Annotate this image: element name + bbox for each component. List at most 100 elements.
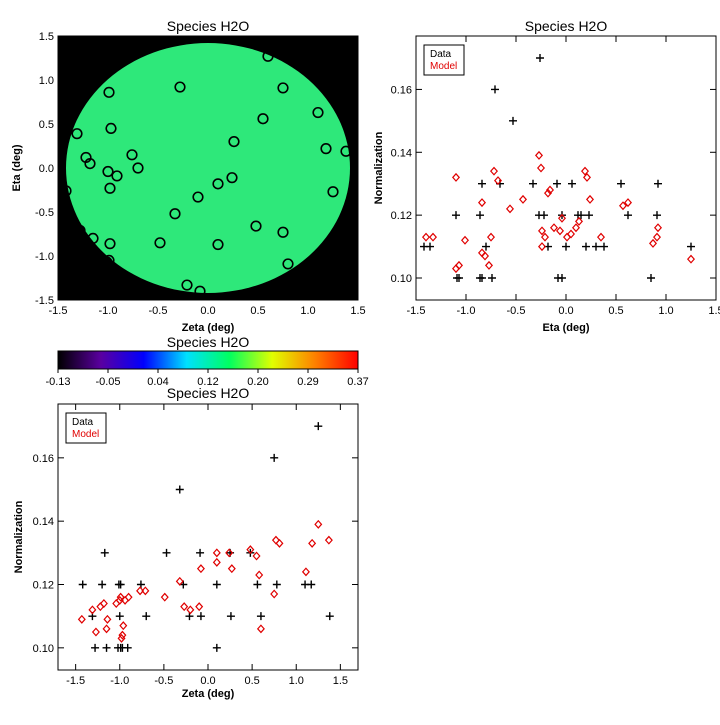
eta-plot-model-point [493, 176, 503, 186]
eta-plot-model-point [505, 204, 515, 214]
eta-plot-model-point [537, 226, 547, 236]
map-point [103, 86, 115, 98]
colorbar-tick-label: 0.37 [347, 376, 368, 388]
eta-plot-model-point [566, 229, 576, 239]
eta-plot-data-point [491, 85, 499, 94]
zeta-plot-model-point [180, 602, 189, 612]
colorbar-title: Species H2O [167, 334, 250, 350]
eta-plot-model-point [652, 232, 662, 242]
zeta-plot-model-point [225, 548, 234, 558]
map-point [132, 162, 144, 174]
zeta-plot-data-point [116, 580, 125, 589]
zeta-plot-x-tick-label: 1.0 [289, 675, 304, 687]
colorbar-tick-label: 0.12 [197, 376, 218, 388]
map-point [282, 258, 294, 270]
zeta-plot-title: Species H2O [167, 385, 250, 401]
eta-plot-data-point [617, 179, 625, 188]
eta-plot-data-point [582, 242, 590, 251]
zeta-plot-model-point [301, 567, 310, 577]
eta-plot-model-point [557, 213, 567, 223]
zeta-plot-model-point [96, 602, 105, 612]
zeta-plot-model-point [212, 557, 221, 567]
zeta-plot-data-point [78, 580, 87, 589]
zeta-plot-y-tick-label: 0.12 [33, 580, 54, 592]
eta-plot-data-point [540, 211, 548, 220]
eta-plot-model-point [484, 260, 494, 270]
zeta-plot-model-point [308, 538, 317, 548]
eta-plot-data-point [558, 274, 566, 282]
map-y-tick-label: -1.5 [35, 295, 54, 307]
eta-plot-data-point [478, 179, 486, 188]
eta-plot-y-label: Normalization [373, 131, 385, 204]
map-point [226, 172, 238, 184]
map-x-tick-label: 1.0 [300, 305, 315, 317]
colorbar-tick-label: -0.13 [45, 376, 70, 388]
zeta-plot-legend-entry: Data [72, 417, 94, 428]
zeta-plot-data-point [325, 612, 334, 621]
zeta-plot-data-point [123, 643, 132, 652]
map-point [320, 143, 332, 155]
zeta-plot-model-point [103, 614, 112, 624]
map-point [102, 165, 114, 178]
eta-plot-model-point [518, 194, 528, 204]
eta-plot-data-point [562, 242, 570, 251]
map-y-tick-label: 0.5 [39, 119, 54, 131]
eta-plot-x-tick-label: 1.5 [708, 305, 720, 317]
eta-plot-model-point [543, 188, 553, 198]
zeta-plot-x-tick-label: -1.0 [110, 675, 129, 687]
zeta-plot-data-point [91, 643, 100, 652]
eta-plot-frame [415, 35, 717, 301]
map-y-tick-label: 1.5 [39, 31, 54, 43]
map-point [181, 279, 193, 291]
eta-plot-model-point [540, 232, 550, 242]
map-point [174, 81, 186, 93]
zeta-plot-data-point [196, 548, 205, 557]
eta-plot-data-point [647, 274, 655, 282]
eta-plot-model-point [585, 194, 595, 204]
eta-plot-legend-entry: Model [430, 61, 457, 72]
map-point [71, 128, 83, 140]
eta-plot-y-tick-label: 0.10 [391, 273, 412, 285]
eta-plot-data-point [478, 274, 486, 282]
zeta-plot-x-label: Zeta (deg) [182, 688, 235, 700]
map-point [60, 185, 72, 197]
eta-plot-data-point [624, 211, 632, 220]
eta-plot-model-point [555, 226, 565, 236]
zeta-plot-data-point [256, 612, 265, 621]
zeta-plot-x-tick-label: -0.5 [154, 675, 173, 687]
map-x-label: Zeta (deg) [182, 322, 235, 334]
eta-plot-model-point [549, 223, 559, 233]
eta-plot-model-point [574, 216, 584, 226]
zeta-plot-data-point [253, 580, 262, 589]
zeta-plot-x-tick-label: 1.5 [333, 675, 348, 687]
zeta-plot-model-point [91, 627, 100, 637]
eta-plot-model-point [653, 223, 663, 233]
eta-plot-y-tick-label: 0.12 [391, 210, 412, 222]
colorbar-panel: Species H2O -0.13 -0.05 0.04 0.12 0.20 0.29 0.… [45, 334, 368, 388]
eta-plot-data-point [488, 274, 496, 282]
eta-plot-data-point [426, 242, 434, 251]
zeta-plot-data-point [162, 548, 171, 557]
map-point [111, 170, 123, 182]
eta-plot-model-point [648, 238, 658, 248]
zeta-plot-data-point [307, 580, 316, 589]
map-point [101, 256, 113, 268]
eta-plot-model-point [480, 251, 490, 261]
eta-plot-legend-box [423, 44, 465, 76]
eta-plot-data-point [455, 274, 463, 282]
zeta-plot-y-label: Normalization [13, 500, 25, 573]
map-x-tick-label: 0.0 [200, 305, 215, 317]
zeta-plot-model-point [141, 586, 150, 596]
zeta-plot-model-point [212, 548, 221, 558]
zeta-plot-data-point [196, 612, 205, 621]
map-point [312, 106, 324, 119]
zeta-plot-data-point [100, 548, 109, 557]
eta-plot-data-point [592, 242, 600, 251]
map-point [104, 182, 116, 194]
eta-plot-data-point [452, 211, 460, 220]
map-point [194, 285, 206, 297]
eta-plot-title: Species H2O [525, 18, 608, 34]
eta-plot-model-point [486, 232, 496, 242]
eta-plot-legend-entry: Data [430, 49, 452, 60]
map-point [262, 50, 274, 62]
